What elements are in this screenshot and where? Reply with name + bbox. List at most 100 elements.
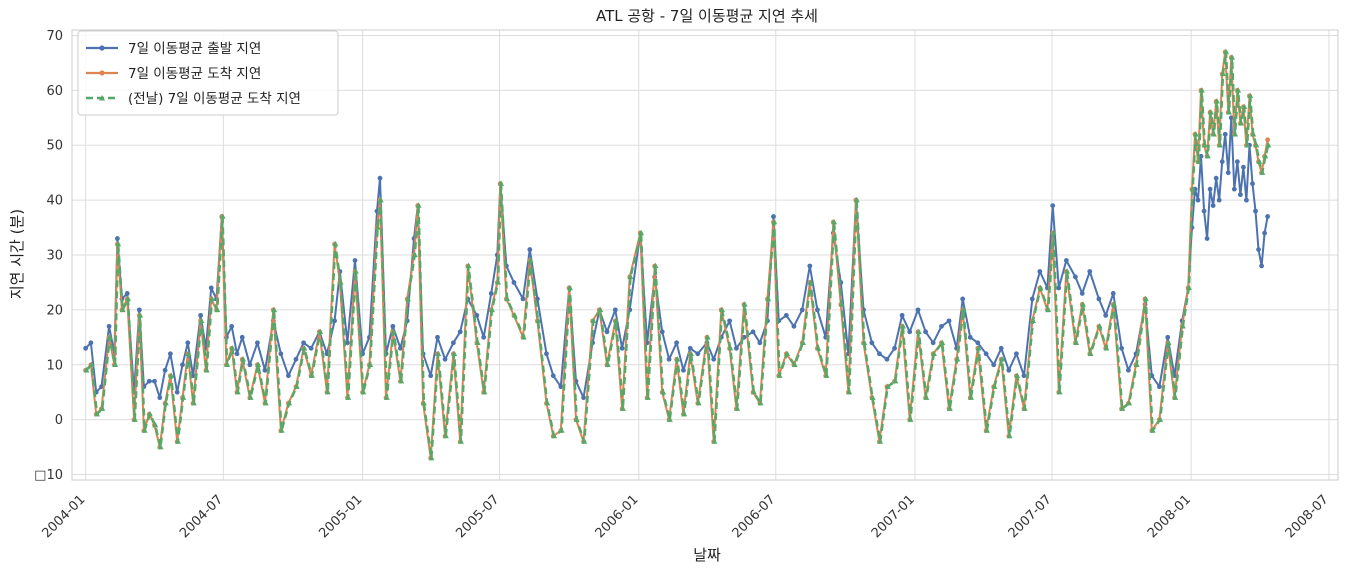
data-point-prev-arrival [488, 306, 495, 313]
legend: 7일 이동평균 출발 지연 7일 이동평균 도착 지연 (전날) 7일 이동평균… [77, 30, 339, 116]
data-point-prev-arrival [240, 356, 247, 362]
data-point-prev-arrival [214, 306, 221, 313]
data-point-prev-arrival [581, 438, 588, 444]
data-point-departure [666, 356, 672, 362]
data-point-prev-arrival [1157, 416, 1164, 422]
data-point-departure [612, 307, 618, 313]
data-point-departure [180, 362, 185, 368]
data-point-departure [174, 389, 180, 395]
data-point-prev-arrival [1149, 427, 1156, 433]
data-point-departure [481, 334, 487, 340]
data-point-prev-arrival [293, 383, 300, 389]
data-point-prev-arrival [168, 372, 175, 378]
data-point-prev-arrival [504, 295, 511, 302]
data-point-prev-arrival [688, 350, 695, 356]
data-point-prev-arrival [741, 301, 748, 307]
data-point-departure [877, 351, 882, 357]
data-point-departure [1079, 291, 1085, 296]
data-point-prev-arrival [750, 388, 757, 395]
data-point-prev-arrival [1111, 301, 1118, 307]
data-point-prev-arrival [1087, 350, 1094, 356]
series-line-departure [84, 116, 1269, 399]
data-point-departure [1029, 296, 1035, 302]
data-point-departure [428, 373, 434, 379]
legend-label-departure: 7일 이동평균 출발 지연 [128, 41, 261, 57]
x-axis-ticks: 2004-01 2004-07 2005-01 2005-07 2006-01 2006-… [39, 492, 1331, 541]
data-point-departure [1006, 367, 1012, 373]
x-tick-label: 2007-01 [869, 492, 918, 541]
data-point-prev-arrival [527, 257, 534, 263]
data-point-departure [869, 340, 875, 346]
data-point-departure [278, 351, 284, 357]
data-point-prev-arrival [99, 405, 106, 411]
data-point-prev-arrival [398, 378, 405, 384]
data-point-departure [1125, 367, 1131, 373]
data-point-prev-arrival [203, 367, 210, 373]
legend-label-prev-arrival: (전날) 7일 이동평균 도착 지연 [128, 91, 301, 107]
y-tick-label: □10 [34, 468, 63, 483]
data-point-prev-arrival [185, 350, 192, 356]
data-point-prev-arrival [198, 317, 205, 324]
data-point-prev-arrival [162, 399, 169, 406]
data-point-departure [450, 340, 456, 346]
legend-box [77, 30, 339, 116]
data-point-departure [527, 247, 533, 252]
data-point-departure [1087, 269, 1093, 274]
data-point-prev-arrival [234, 388, 241, 395]
data-point-prev-arrival [286, 399, 293, 406]
data-point-departure [293, 356, 299, 362]
data-point-prev-arrival [247, 394, 254, 400]
x-tick-label: 2008-01 [1145, 492, 1194, 541]
data-point-prev-arrival [219, 213, 226, 219]
data-point-prev-arrival [1238, 120, 1245, 126]
x-tick-label: 2008-07 [1283, 492, 1332, 541]
data-point-departure [106, 323, 112, 329]
data-point-departure [332, 318, 337, 324]
data-point-prev-arrival [415, 202, 422, 208]
data-point-departure [544, 351, 549, 357]
data-point-departure [520, 296, 526, 302]
data-point-departure [1228, 115, 1234, 121]
data-point-prev-arrival [1073, 339, 1080, 346]
data-point-prev-arrival [1172, 394, 1179, 400]
data-point-prev-arrival [627, 273, 634, 280]
data-point-prev-arrival [791, 361, 798, 367]
data-point-prev-arrival [428, 454, 435, 461]
data-point-prev-arrival [1189, 185, 1196, 192]
data-point-prev-arrival [823, 372, 830, 378]
data-point-prev-arrival [544, 399, 551, 406]
data-point-prev-arrival [838, 301, 845, 307]
data-point-departure [558, 384, 564, 390]
data-point-departure [1157, 384, 1162, 390]
data-point-departure [946, 318, 952, 324]
data-point-prev-arrival [1195, 158, 1202, 164]
data-point-departure [115, 236, 120, 241]
data-point-prev-arrival [877, 438, 884, 444]
data-point-departure [286, 373, 291, 379]
data-point-departure [711, 356, 717, 362]
data-point-departure [1222, 131, 1228, 137]
data-point-departure [1216, 197, 1222, 203]
data-point-departure [659, 329, 665, 335]
data-point-prev-arrival [1232, 131, 1239, 137]
data-point-prev-arrival [983, 427, 990, 433]
data-point-prev-arrival [590, 317, 597, 324]
data-point-departure [254, 340, 260, 346]
data-point-prev-arrival [704, 334, 711, 340]
data-point-departure [457, 329, 463, 335]
data-point-prev-arrival [551, 432, 558, 439]
data-point-prev-arrival [1213, 98, 1220, 104]
data-point-departure [687, 345, 693, 351]
data-point-prev-arrival [1262, 153, 1269, 159]
data-point-prev-arrival [1185, 284, 1192, 291]
data-point-prev-arrival [1165, 339, 1172, 346]
data-point-departure [923, 329, 928, 335]
plot-area-frame [71, 29, 1339, 481]
series-group [83, 48, 1272, 461]
y-tick-label: 0 [55, 413, 63, 428]
data-point-prev-arrival [208, 295, 215, 302]
data-point-prev-arrival [1210, 131, 1217, 137]
data-point-prev-arrival [1253, 142, 1260, 148]
data-point-prev-arrival [451, 350, 458, 356]
data-point-departure [727, 318, 732, 324]
